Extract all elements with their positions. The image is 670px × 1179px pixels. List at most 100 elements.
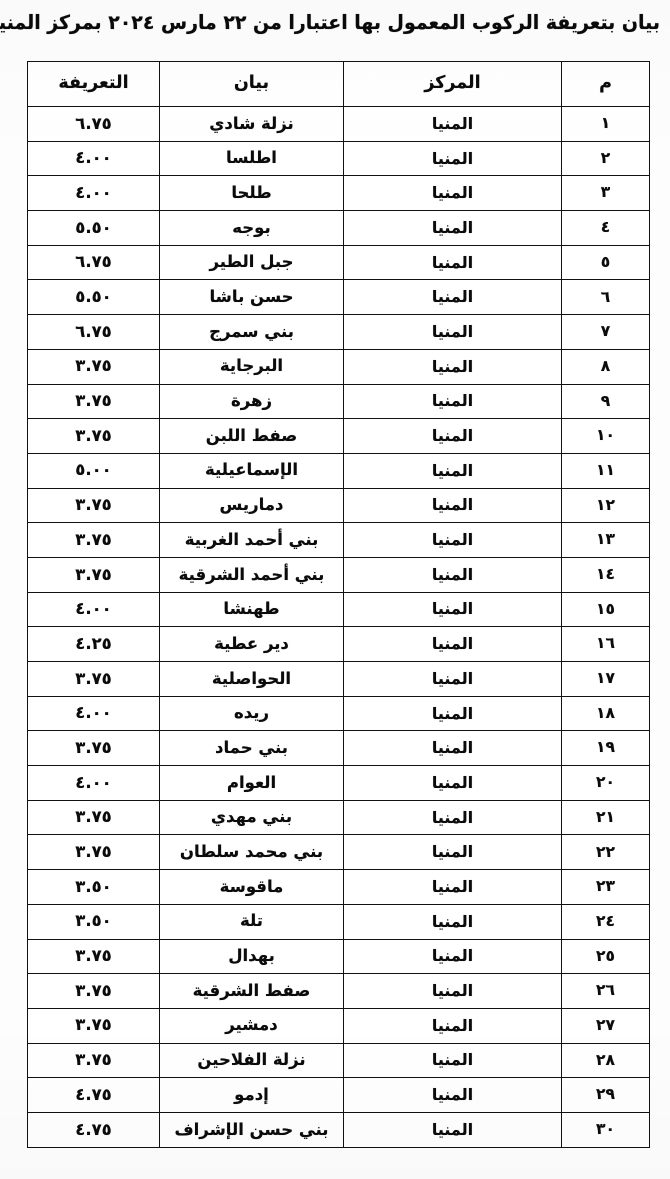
column-header-description: بيان xyxy=(159,61,344,107)
cell-number: ٣ xyxy=(561,175,650,212)
cell-number: ٨ xyxy=(561,348,650,385)
table-row: ٢٤ المنيا تلة ٣.٥٠ xyxy=(27,903,650,940)
cell-description: دمشير xyxy=(159,1007,344,1044)
cell-fare: ٣.٧٥ xyxy=(27,799,160,836)
cell-center: المنيا xyxy=(343,556,562,593)
table-header: م المركز بيان التعريفة xyxy=(27,61,650,107)
table-row: ٢٠ المنيا العوام ٤.٠٠ xyxy=(27,765,650,801)
cell-description: بني حماد xyxy=(159,730,344,767)
cell-fare: ٤.٠٠ xyxy=(27,695,160,732)
table-row: ١٣ المنيا بني أحمد الغربية ٣.٧٥ xyxy=(27,522,650,558)
table-row: ٥ المنيا جبل الطير ٦.٧٥ xyxy=(27,244,650,281)
cell-fare: ٣.٧٥ xyxy=(27,661,160,697)
cell-center: المنيا xyxy=(343,1111,562,1148)
cell-fare: ٥.٥٠ xyxy=(27,210,160,246)
cell-fare: ٤.٠٠ xyxy=(27,765,160,801)
table-row: ٢٣ المنيا ماقوسة ٣.٥٠ xyxy=(27,869,650,905)
cell-number: ٢٧ xyxy=(561,1007,650,1044)
page-title: بيان بتعريفة الركوب المعمول بها اعتبارا … xyxy=(0,11,660,34)
cell-center: المنيا xyxy=(343,279,562,316)
cell-center: المنيا xyxy=(343,730,562,767)
cell-number: ١٠ xyxy=(561,418,650,454)
cell-number: ٧ xyxy=(561,314,650,350)
table-row: ١ المنيا نزلة شادي ٦.٧٥ xyxy=(27,106,650,142)
cell-description: طلحا xyxy=(159,175,344,212)
cell-number: ١١ xyxy=(561,452,650,489)
cell-fare: ٣.٧٥ xyxy=(27,556,160,593)
cell-description: صفط اللبن xyxy=(159,418,344,454)
cell-description: الإسماعيلية xyxy=(159,452,344,489)
cell-description: صفط الشرقية xyxy=(159,973,344,1009)
cell-number: ٢٢ xyxy=(561,834,650,871)
cell-fare: ٣.٧٥ xyxy=(27,1042,160,1079)
cell-number: ١٥ xyxy=(561,591,650,628)
cell-number: ٢٣ xyxy=(561,869,650,905)
cell-description: بني أحمد الشرقية xyxy=(159,556,344,593)
cell-description: البرجاية xyxy=(159,348,344,385)
cell-description: نزلة الفلاحين xyxy=(159,1042,344,1079)
cell-fare: ٣.٧٥ xyxy=(27,1007,160,1044)
cell-description: زهرة xyxy=(159,383,344,420)
table-row: ٦ المنيا حسن باشا ٥.٥٠ xyxy=(27,279,650,316)
cell-center: المنيا xyxy=(343,626,562,662)
cell-center: المنيا xyxy=(343,418,562,454)
cell-fare: ٦.٧٥ xyxy=(27,314,160,350)
cell-fare: ٣.٧٥ xyxy=(27,938,160,975)
table-row: ٨ المنيا البرجاية ٣.٧٥ xyxy=(27,348,650,385)
cell-fare: ٤.٢٥ xyxy=(27,626,160,662)
cell-description: طهنشا xyxy=(159,591,344,628)
cell-description: بهدال xyxy=(159,938,344,975)
cell-center: المنيا xyxy=(343,1077,562,1113)
table-row: ١٥ المنيا طهنشا ٤.٠٠ xyxy=(27,591,650,628)
cell-fare: ٣.٧٥ xyxy=(27,730,160,767)
cell-center: المنيا xyxy=(343,591,562,628)
cell-center: المنيا xyxy=(343,487,562,524)
table-row: ١٠ المنيا صفط اللبن ٣.٧٥ xyxy=(27,418,650,454)
cell-fare: ٦.٧٥ xyxy=(27,244,160,281)
cell-center: المنيا xyxy=(343,973,562,1009)
cell-description: حسن باشا xyxy=(159,279,344,316)
table-row: ١٧ المنيا الحواصلية ٣.٧٥ xyxy=(27,661,650,697)
cell-number: ١٣ xyxy=(561,522,650,558)
cell-description: بني أحمد الغربية xyxy=(159,522,344,558)
cell-center: المنيا xyxy=(343,314,562,350)
cell-center: المنيا xyxy=(343,452,562,489)
cell-center: المنيا xyxy=(343,695,562,732)
table-row: ١٩ المنيا بني حماد ٣.٧٥ xyxy=(27,730,650,767)
cell-description: بني سمرج xyxy=(159,314,344,350)
cell-fare: ٣.٥٠ xyxy=(27,869,160,905)
cell-description: بني حسن الإشراف xyxy=(159,1111,344,1148)
cell-description: بني مهدي xyxy=(159,799,344,836)
cell-description: بوجه xyxy=(159,210,344,246)
cell-number: ٢٨ xyxy=(561,1042,650,1079)
cell-description: إدمو xyxy=(159,1077,344,1113)
cell-number: ٥ xyxy=(561,244,650,281)
cell-number: ٢٠ xyxy=(561,765,650,801)
table-row: ٢٧ المنيا دمشير ٣.٧٥ xyxy=(27,1007,650,1044)
cell-center: المنيا xyxy=(343,1007,562,1044)
cell-number: ١٩ xyxy=(561,730,650,767)
cell-center: المنيا xyxy=(343,834,562,871)
cell-number: ١ xyxy=(561,106,650,142)
cell-center: المنيا xyxy=(343,765,562,801)
cell-fare: ٥.٠٠ xyxy=(27,452,160,489)
cell-number: ٢٦ xyxy=(561,973,650,1009)
cell-number: ٢٩ xyxy=(561,1077,650,1113)
column-header-number: م xyxy=(561,61,650,107)
cell-description: تلة xyxy=(159,903,344,940)
table-row: ٤ المنيا بوجه ٥.٥٠ xyxy=(27,210,650,246)
column-header-fare: التعريفة xyxy=(27,61,160,107)
cell-fare: ٤.٠٠ xyxy=(27,175,160,212)
cell-center: المنيا xyxy=(343,383,562,420)
table-row: ٢٨ المنيا نزلة الفلاحين ٣.٧٥ xyxy=(27,1042,650,1079)
table-row: ١١ المنيا الإسماعيلية ٥.٠٠ xyxy=(27,452,650,489)
cell-description: ماقوسة xyxy=(159,869,344,905)
table-row: ٩ المنيا زهرة ٣.٧٥ xyxy=(27,383,650,420)
cell-center: المنيا xyxy=(343,210,562,246)
cell-fare: ٤.٧٥ xyxy=(27,1111,160,1148)
cell-fare: ٤.٠٠ xyxy=(27,591,160,628)
table-row: ١٤ المنيا بني أحمد الشرقية ٣.٧٥ xyxy=(27,556,650,593)
cell-description: الحواصلية xyxy=(159,661,344,697)
cell-fare: ٣.٧٥ xyxy=(27,418,160,454)
cell-center: المنيا xyxy=(343,869,562,905)
